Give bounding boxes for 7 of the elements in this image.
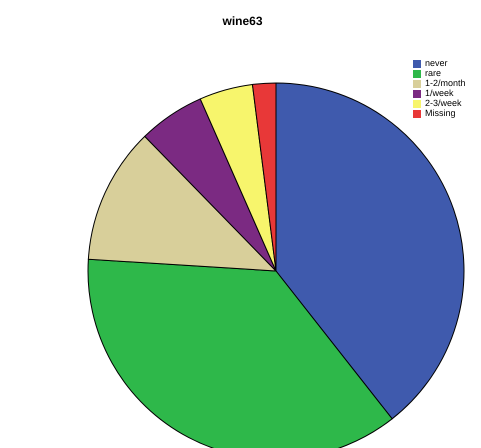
legend-label: never bbox=[425, 58, 448, 68]
legend-label: rare bbox=[425, 68, 442, 78]
legend-label: 1/week bbox=[425, 88, 454, 98]
legend-label: Missing bbox=[425, 108, 456, 118]
legend-label: 1-2/month bbox=[425, 78, 466, 88]
chart-title: wine63 bbox=[221, 14, 264, 28]
legend-label: 2-3/week bbox=[425, 98, 462, 108]
